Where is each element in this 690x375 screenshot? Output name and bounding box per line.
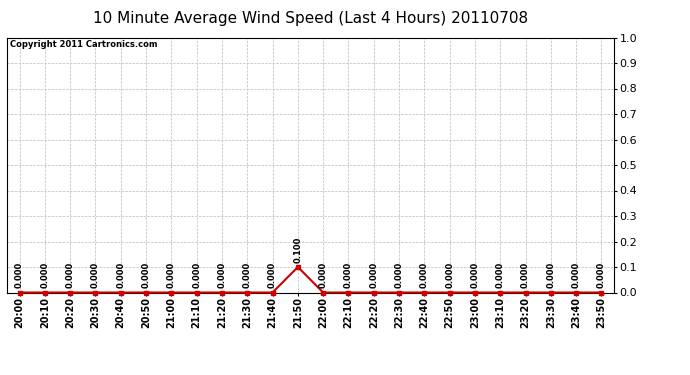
- Text: 0.000: 0.000: [116, 262, 126, 288]
- Text: 0.000: 0.000: [495, 262, 505, 288]
- Text: 0.000: 0.000: [597, 262, 606, 288]
- Text: Copyright 2011 Cartronics.com: Copyright 2011 Cartronics.com: [10, 40, 157, 49]
- Text: 0.000: 0.000: [445, 262, 454, 288]
- Text: 0.000: 0.000: [40, 262, 50, 288]
- Text: 0.000: 0.000: [268, 262, 277, 288]
- Text: 0.000: 0.000: [395, 262, 404, 288]
- Text: 0.000: 0.000: [91, 262, 100, 288]
- Text: 0.000: 0.000: [369, 262, 378, 288]
- Text: 0.000: 0.000: [15, 262, 24, 288]
- Text: 0.000: 0.000: [521, 262, 530, 288]
- Text: 0.000: 0.000: [471, 262, 480, 288]
- Text: 0.100: 0.100: [293, 237, 302, 263]
- Text: 0.000: 0.000: [243, 262, 252, 288]
- Text: 0.000: 0.000: [192, 262, 201, 288]
- Text: 0.000: 0.000: [141, 262, 150, 288]
- Text: 0.000: 0.000: [66, 262, 75, 288]
- Text: 0.000: 0.000: [546, 262, 555, 288]
- Text: 10 Minute Average Wind Speed (Last 4 Hours) 20110708: 10 Minute Average Wind Speed (Last 4 Hou…: [93, 11, 528, 26]
- Text: 0.000: 0.000: [217, 262, 226, 288]
- Text: 0.000: 0.000: [344, 262, 353, 288]
- Text: 0.000: 0.000: [420, 262, 429, 288]
- Text: 0.000: 0.000: [167, 262, 176, 288]
- Text: 0.000: 0.000: [319, 262, 328, 288]
- Text: 0.000: 0.000: [571, 262, 581, 288]
